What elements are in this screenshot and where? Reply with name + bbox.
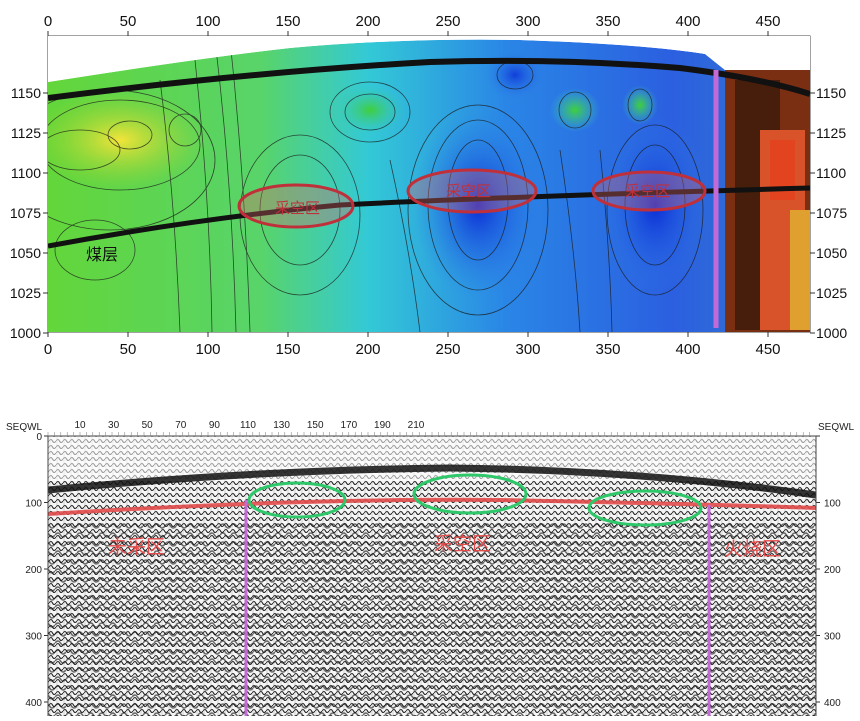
resistivity-section-panel: 煤层 采空区 采空区 采空区 0 50 100 150 200 250 300 350 400 4… (10, 13, 848, 358)
top-x-tick-label-top: 100 (195, 13, 220, 30)
top-x-axis-top: 0 50 100 150 200 250 300 350 400 450 (44, 13, 781, 36)
bottom-y-tick-label-right: 200 (824, 565, 841, 576)
bottom-x-tick-label: 10 (74, 420, 86, 431)
top-x-tick-label-bottom: 450 (755, 341, 780, 358)
bottom-x-tick-label: 170 (340, 420, 357, 431)
top-x-tick-label-top: 150 (275, 13, 300, 30)
top-y-tick-label-left: 1125 (11, 125, 41, 141)
top-y-axis-right: 1150 1125 1100 1075 1050 1025 1000 (810, 85, 847, 341)
top-y-tick-label-left: 1025 (10, 285, 41, 301)
top-y-tick-label-right: 1075 (816, 205, 847, 221)
goaf-ellipse-3 (591, 170, 707, 212)
bottom-y-tick-label-left: 100 (25, 499, 42, 510)
top-y-axis-left: 1150 1125 1100 1075 1050 1025 1000 (10, 85, 48, 341)
top-x-tick-label-bottom: 50 (120, 341, 137, 358)
unmined-label: 未采区 (108, 536, 165, 558)
goaf-label-1: 采空区 (275, 200, 320, 217)
top-y-tick-label-right: 1125 (816, 125, 846, 141)
top-x-tick-label-top: 250 (435, 13, 460, 30)
top-y-tick-label-right: 1025 (816, 285, 847, 301)
bottom-x-tick-label: 130 (273, 420, 290, 431)
high-resistivity-zone-left (48, 90, 210, 190)
top-y-tick-label-right: 1050 (816, 245, 847, 261)
ground-surface-line (48, 57, 810, 101)
top-y-tick-label-left: 1100 (11, 165, 41, 181)
top-x-axis-bottom: 0 50 100 150 200 250 300 350 400 450 (44, 332, 781, 358)
top-x-tick-label-top: 300 (515, 13, 540, 30)
bottom-y-tick-label-right: 100 (824, 499, 841, 510)
top-y-tick-label-left: 1075 (10, 205, 41, 221)
coal-seam-line (48, 185, 810, 249)
coal-seam-label: 煤层 (86, 246, 118, 264)
bottom-y-tick-label-left: 200 (25, 565, 42, 576)
top-x-tick-label-top: 350 (595, 13, 620, 30)
bottom-x-tick-label: 150 (307, 420, 324, 431)
bottom-x-tick-label: 90 (209, 420, 221, 431)
seismic-section-panel: 未采区 采空区 火烧区 SEQWL SEQWL 10 30 50 70 90 110 130… (6, 420, 855, 716)
goaf-label-bottom: 采空区 (434, 533, 491, 555)
goaf-ellipse-b2 (412, 473, 528, 515)
goaf-label-3: 采空区 (625, 183, 670, 200)
top-x-tick-label-top: 450 (755, 13, 780, 30)
goaf-ellipse-b3 (587, 489, 703, 527)
bottom-y-tick-label-left: 300 (25, 632, 42, 643)
top-x-tick-label-top: 200 (355, 13, 380, 30)
goaf-label-2: 采空区 (446, 183, 491, 200)
top-x-tick-label-top: 400 (675, 13, 700, 30)
bottom-x-axis: 10 30 50 70 90 110 130 150 170 190 210 (47, 420, 816, 437)
top-x-tick-label-bottom: 150 (275, 341, 300, 358)
top-x-tick-label-bottom: 350 (595, 341, 620, 358)
top-x-tick-label-bottom: 250 (435, 341, 460, 358)
seqwl-label-right: SEQWL (818, 422, 855, 433)
bottom-y-tick-label-right: 300 (824, 632, 841, 643)
bottom-x-tick-label: 210 (408, 420, 425, 431)
bottom-x-tick-label: 110 (240, 420, 256, 431)
top-x-tick-label-bottom: 400 (675, 341, 700, 358)
bottom-y-tick-label-left: 0 (36, 432, 42, 443)
goaf-ellipse-1 (237, 183, 355, 229)
top-x-tick-label-bottom: 0 (44, 341, 52, 358)
top-x-tick-label-bottom: 200 (355, 341, 380, 358)
goaf-ellipse-2 (406, 168, 538, 214)
low-resistivity-zone-2 (600, 115, 710, 295)
top-y-tick-label-right: 1100 (816, 165, 846, 181)
bottom-y-tick-label-right: 400 (824, 698, 841, 709)
surface-reflector (48, 464, 816, 499)
top-x-tick-label-bottom: 300 (515, 341, 540, 358)
top-x-tick-label-bottom: 100 (195, 341, 220, 358)
top-y-tick-label-left: 1150 (11, 85, 41, 101)
bottom-y-axis-right: 100 200 300 400 (815, 435, 841, 716)
bottom-x-tick-label: 30 (108, 420, 120, 431)
seqwl-label-left: SEQWL (6, 422, 43, 433)
top-y-tick-label-right: 1000 (816, 325, 847, 341)
bottom-x-tick-label: 70 (175, 420, 187, 431)
top-x-tick-label-top: 50 (120, 13, 137, 30)
top-y-tick-label-left: 1000 (10, 325, 41, 341)
coal-seam-reflector (48, 497, 816, 516)
top-y-tick-label-left: 1050 (10, 245, 41, 261)
bottom-x-tick-label: 190 (374, 420, 391, 431)
bottom-y-axis-left: 0 100 200 300 400 (25, 432, 49, 716)
goaf-ellipse-b1 (247, 481, 347, 519)
top-x-tick-label-top: 0 (44, 13, 52, 30)
fire-zone-label: 火烧区 (724, 538, 781, 560)
bottom-x-tick-label: 50 (142, 420, 154, 431)
low-resistivity-zone-1 (413, 110, 543, 300)
bottom-y-tick-label-left: 400 (25, 698, 42, 709)
top-y-tick-label-right: 1150 (816, 85, 846, 101)
